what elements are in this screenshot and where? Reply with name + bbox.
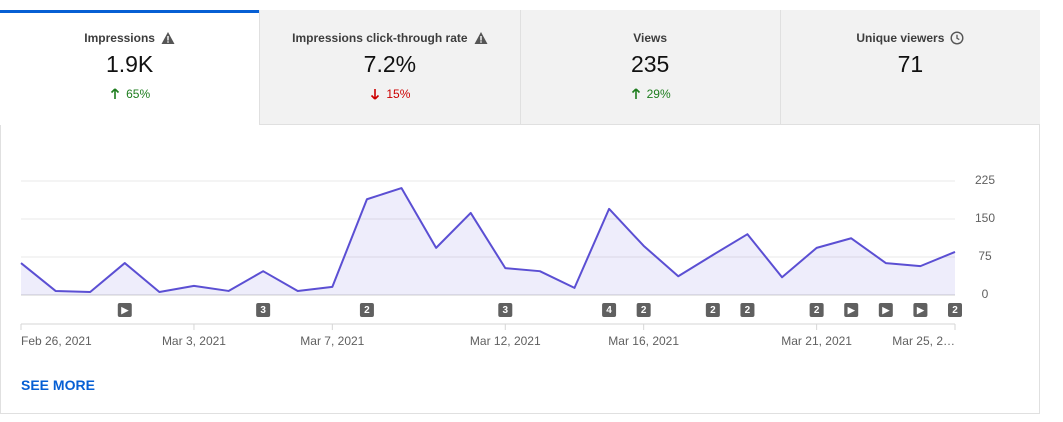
y-tick-label: 225 bbox=[975, 173, 995, 187]
tab-label: Unique viewers bbox=[856, 31, 945, 45]
event-label: 2 bbox=[364, 305, 370, 316]
tab-change-text: 29% bbox=[646, 87, 671, 101]
event-label: ▶ bbox=[916, 305, 925, 315]
event-badge bbox=[636, 303, 651, 317]
tab-value: 7.2% bbox=[363, 51, 417, 77]
y-tick-label: 150 bbox=[975, 211, 995, 225]
up-icon bbox=[631, 88, 640, 99]
tab-change-text: 15% bbox=[386, 87, 411, 101]
tab-change: 29% bbox=[521, 87, 780, 101]
tab-label: Views bbox=[633, 31, 668, 45]
event-label: ▶ bbox=[881, 305, 890, 315]
warning-icon bbox=[161, 32, 175, 44]
tab-value: 235 bbox=[630, 51, 670, 77]
event-badge bbox=[948, 303, 962, 317]
event-label: 4 bbox=[606, 305, 612, 316]
metric-tab[interactable]: Impressions 1.9K 65% bbox=[0, 10, 260, 125]
tab-label-row: Unique viewers bbox=[781, 31, 1040, 45]
x-tick-label: Mar 7, 2021 bbox=[300, 334, 364, 348]
metric-tab[interactable]: Unique viewers 71 bbox=[779, 10, 1040, 125]
event-label: ▶ bbox=[847, 305, 856, 315]
event-badge bbox=[498, 303, 513, 317]
event-badge bbox=[256, 303, 271, 317]
warning-icon bbox=[474, 32, 488, 44]
x-tick-label: Mar 3, 2021 bbox=[162, 334, 226, 348]
tab-value: 1.9K bbox=[105, 51, 154, 77]
up-icon bbox=[111, 88, 120, 99]
line bbox=[20, 187, 956, 293]
see-more-link[interactable]: SEE MORE bbox=[21, 377, 95, 393]
event-badge bbox=[913, 303, 928, 317]
event-label: 2 bbox=[814, 305, 820, 316]
tab-label-row: Impressions bbox=[0, 31, 259, 45]
x-tick-label: Mar 21, 2021 bbox=[781, 334, 852, 348]
clock-icon bbox=[950, 31, 964, 45]
tab-label: Impressions bbox=[84, 31, 155, 45]
x-tick-label: Mar 16, 2021 bbox=[608, 334, 679, 348]
x-tick-label: Mar 12, 2021 bbox=[470, 334, 541, 348]
tab-value: 71 bbox=[897, 51, 924, 77]
event-badge bbox=[809, 303, 824, 317]
metric-tabs: Impressions 1.9K 65% Impressions click-thro… bbox=[0, 10, 1040, 125]
tab-label-row: Impressions click-through rate bbox=[260, 31, 519, 45]
tab-change-text: 65% bbox=[126, 87, 151, 101]
event-badge bbox=[359, 303, 374, 317]
tab-change: 15% bbox=[260, 87, 519, 101]
tab-label-row: Views bbox=[521, 31, 780, 45]
event-badge bbox=[117, 303, 132, 317]
event-label: ▶ bbox=[120, 305, 129, 315]
event-label: 2 bbox=[641, 305, 647, 316]
event-badge bbox=[844, 303, 859, 317]
event-label: 2 bbox=[710, 305, 716, 316]
metric-tab[interactable]: Views 235 29% bbox=[519, 10, 780, 125]
event-badge bbox=[740, 303, 755, 317]
event-badge bbox=[705, 303, 720, 317]
metric-tab[interactable]: Impressions click-through rate 7.2% 15% bbox=[259, 10, 520, 125]
y-tick-label: 75 bbox=[978, 249, 992, 263]
event-label: 3 bbox=[503, 305, 509, 316]
event-badge bbox=[878, 303, 893, 317]
event-label: 2 bbox=[952, 305, 958, 316]
event-badge bbox=[602, 303, 617, 317]
down-icon bbox=[371, 89, 380, 100]
x-tick-label: Feb 26, 2021 bbox=[21, 334, 92, 348]
x-tick-label: Mar 25, 2… bbox=[892, 334, 955, 348]
event-label: 2 bbox=[745, 305, 751, 316]
event-label: 3 bbox=[260, 305, 266, 316]
y-tick-label: 0 bbox=[982, 287, 989, 301]
tab-label: Impressions click-through rate bbox=[292, 31, 468, 45]
card bbox=[0, 10, 1040, 414]
tab-change: 65% bbox=[0, 87, 259, 101]
